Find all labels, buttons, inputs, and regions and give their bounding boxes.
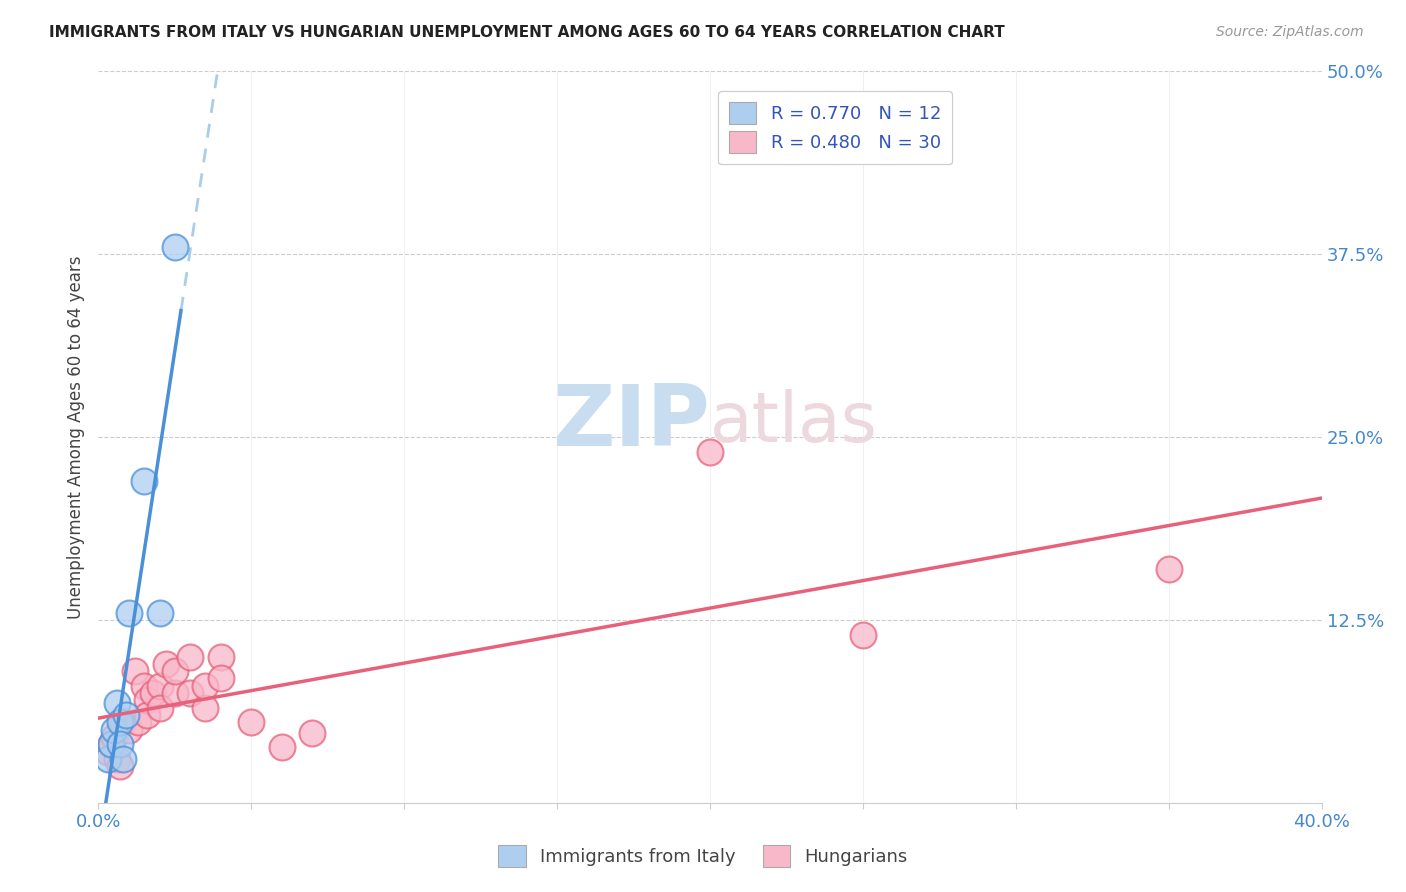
Point xyxy=(155,657,177,671)
Point xyxy=(852,627,875,641)
Point xyxy=(149,700,172,714)
Point xyxy=(108,737,131,751)
Point xyxy=(163,240,186,254)
Point xyxy=(105,752,128,766)
Point xyxy=(270,740,292,755)
Legend: R = 0.770   N = 12, R = 0.480   N = 30: R = 0.770 N = 12, R = 0.480 N = 30 xyxy=(718,91,952,164)
Point xyxy=(111,752,134,766)
Point xyxy=(97,752,120,766)
Point xyxy=(100,737,122,751)
Point xyxy=(136,693,159,707)
Point xyxy=(103,723,125,737)
Point xyxy=(127,715,149,730)
Text: ZIP: ZIP xyxy=(553,381,710,464)
Point xyxy=(108,715,131,730)
Point xyxy=(124,664,146,678)
Point xyxy=(134,474,156,488)
Point xyxy=(115,708,138,723)
Point xyxy=(97,745,120,759)
Point xyxy=(108,759,131,773)
Point xyxy=(301,725,323,739)
Point xyxy=(134,679,156,693)
Point xyxy=(118,723,141,737)
Point xyxy=(111,715,134,730)
Point xyxy=(194,700,217,714)
Point xyxy=(163,686,186,700)
Point xyxy=(699,444,721,458)
Text: Source: ZipAtlas.com: Source: ZipAtlas.com xyxy=(1216,25,1364,39)
Point xyxy=(179,686,201,700)
Point xyxy=(149,606,172,620)
Point xyxy=(209,649,232,664)
Point xyxy=(136,708,159,723)
Point xyxy=(240,715,263,730)
Point xyxy=(100,737,122,751)
Point xyxy=(142,686,165,700)
Point xyxy=(149,679,172,693)
Point xyxy=(105,696,128,710)
Text: IMMIGRANTS FROM ITALY VS HUNGARIAN UNEMPLOYMENT AMONG AGES 60 TO 64 YEARS CORREL: IMMIGRANTS FROM ITALY VS HUNGARIAN UNEMP… xyxy=(49,25,1005,40)
Point xyxy=(179,649,201,664)
Legend: Immigrants from Italy, Hungarians: Immigrants from Italy, Hungarians xyxy=(491,838,915,874)
Point xyxy=(118,606,141,620)
Point xyxy=(103,730,125,744)
Y-axis label: Unemployment Among Ages 60 to 64 years: Unemployment Among Ages 60 to 64 years xyxy=(66,255,84,619)
Point xyxy=(163,664,186,678)
Point xyxy=(1157,562,1180,576)
Point xyxy=(194,679,217,693)
Point xyxy=(209,672,232,686)
Text: atlas: atlas xyxy=(710,389,877,456)
